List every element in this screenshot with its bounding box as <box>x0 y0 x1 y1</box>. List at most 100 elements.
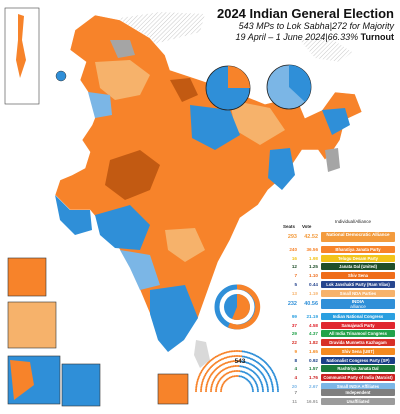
legend-party-name: Communist Party of India (Marxist) <box>321 373 395 381</box>
legend-vote: 1.65 <box>309 348 318 354</box>
seat-dot <box>225 351 228 354</box>
legend-party-name: All India Trinamool Congress <box>321 330 395 338</box>
seat-dot <box>205 385 208 388</box>
seat-dot <box>276 386 279 389</box>
legend-vote: 42.52 <box>304 234 318 240</box>
legend-party-label: Bharatiya Janata Party <box>335 247 381 252</box>
region-other-jk <box>110 40 135 58</box>
seat-dot <box>232 365 235 368</box>
seat-dot <box>220 386 223 389</box>
seat-dot <box>240 355 243 358</box>
legend-row: 20 2.67 Small INDIA Affiliates <box>283 382 397 391</box>
legend-row: 293 42.52 National Democratic Alliance <box>283 232 397 242</box>
legend-seats: 293 <box>287 234 297 240</box>
seat-dot <box>275 380 278 383</box>
seat-dot <box>215 390 218 393</box>
seat-dot <box>198 374 201 377</box>
legend-row: 9 1.65 Shiv Sena (UBT) <box>283 347 397 356</box>
seat-dot <box>256 386 259 389</box>
seat-dot <box>245 351 248 353</box>
seat-dot <box>200 390 203 393</box>
seat-dot <box>276 383 279 386</box>
seat-dot <box>241 355 244 358</box>
legend-vote: 40.56 <box>304 301 318 307</box>
seat-dot <box>207 378 210 381</box>
seat-dot <box>261 385 264 388</box>
seat-dot <box>195 383 198 386</box>
inset-bottom-5 <box>157 373 189 405</box>
seat-dot <box>250 385 253 388</box>
seat-dot <box>256 390 259 393</box>
legend-party-name: INDIA alliance <box>321 299 395 309</box>
seat-dot <box>258 377 261 380</box>
inset-circle-mumbai-india <box>289 65 311 102</box>
legend-col-party: Individual/Alliance <box>335 219 372 224</box>
legend-seats: 20 <box>291 383 297 389</box>
seat-dot <box>269 377 272 380</box>
seat-dot <box>240 365 243 368</box>
legend-party-label: Communist Party of India (Marxist) <box>323 374 393 380</box>
legend-party-name: National Democratic Alliance <box>321 232 395 242</box>
seat-dot <box>249 382 252 385</box>
seat-dot <box>222 357 225 360</box>
legend-seats: 4 <box>294 366 297 372</box>
legend-party-label: Shiv Sena (UBT) <box>341 348 375 354</box>
legend-row: 11 16.91 Unaffiliated <box>283 397 397 406</box>
seat-dot <box>247 362 250 365</box>
region-india-light <box>120 250 160 290</box>
legend-row: 13 1.19 Small NDA Parties <box>283 289 397 298</box>
legend-row: 8 0.92 Nationalist Congress Party (SP) <box>283 356 397 365</box>
seat-dot <box>202 377 205 380</box>
seat-dot <box>242 360 245 363</box>
legend-row: 22 1.82 Dravida Munnetra Kazhagam <box>283 338 397 347</box>
seat-total: 543 <box>234 358 246 365</box>
seat-dot <box>230 355 233 358</box>
legend-vote: 2.67 <box>309 383 318 389</box>
seat-dot <box>272 372 275 375</box>
legend-seats: 9 <box>294 348 297 354</box>
seat-dot <box>221 383 224 386</box>
seat-dot <box>229 360 232 363</box>
legend-vote: 36.56 <box>306 247 319 252</box>
legend-seats: 37 <box>291 322 297 328</box>
seat-dot <box>210 390 213 393</box>
seat-dot <box>240 360 243 363</box>
seat-dot <box>251 390 254 393</box>
seat-dot <box>201 381 204 384</box>
seat-dot <box>261 390 264 393</box>
seat-dot <box>228 371 231 374</box>
legend-party-label: Small NDA Parties <box>339 290 377 296</box>
seat-dot <box>231 355 234 358</box>
seat-dot <box>273 374 276 377</box>
seat-dot <box>205 388 208 391</box>
seat-dot <box>195 386 198 389</box>
legend-party-name: Telugu Desam Party <box>321 254 395 262</box>
legend-party-name: Janata Dal (United) <box>321 263 395 271</box>
seat-dot <box>241 376 244 379</box>
legend-row: 7 1.10 Shiv Sena <box>283 271 397 280</box>
seat-donut-nda <box>227 284 261 330</box>
legend-party-label: Nationalist Congress Party (SP) <box>326 357 390 363</box>
seat-dot <box>195 385 198 388</box>
region-dark-orange-central <box>105 150 160 200</box>
date-range: 19 April – 1 June 2024|66.33% <box>235 32 359 42</box>
legend-party-label: Lok Janshakti Party (Ram Vilas) <box>326 281 390 287</box>
seat-dot <box>261 388 264 391</box>
seat-dot <box>223 368 226 371</box>
legend-vote: 1.57 <box>309 366 318 372</box>
seat-dot <box>236 370 239 373</box>
legend-party-name: Independent <box>321 389 395 396</box>
seat-dot <box>229 365 232 368</box>
seat-dot <box>228 350 231 353</box>
region-india-northeast <box>322 108 350 135</box>
seat-dot <box>251 358 254 361</box>
seat-dot <box>251 386 254 389</box>
seat-dot <box>271 390 274 393</box>
date-line: 19 April – 1 June 2024|66.33% Turnout <box>217 32 394 43</box>
seat-dot <box>276 385 279 388</box>
seat-dot <box>215 388 218 391</box>
seat-dot <box>256 385 259 388</box>
page-title: 2024 Indian General Election <box>216 6 394 21</box>
sri-lanka <box>194 340 210 368</box>
region-india-west <box>55 195 92 235</box>
